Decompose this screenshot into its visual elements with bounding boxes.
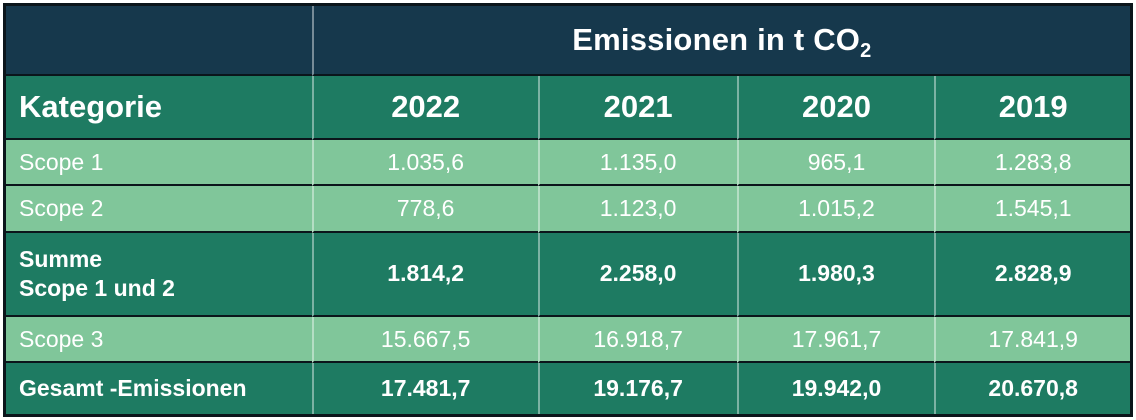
table-title-text: Emissionen in t CO bbox=[572, 22, 861, 57]
row-label-scope-2: Scope 2 bbox=[6, 186, 312, 233]
cell-gesamt-2021: 19.176,7 bbox=[537, 363, 737, 414]
column-header-2019: 2019 bbox=[934, 76, 1130, 140]
row-label-scope-1: Scope 1 bbox=[6, 140, 312, 187]
cell-scope3-2019: 17.841,9 bbox=[934, 316, 1130, 364]
table-title-row: Emissionen in t CO2 bbox=[6, 6, 1130, 76]
emissions-table: Emissionen in t CO2 Kategorie 2022 2021 … bbox=[3, 3, 1133, 417]
cell-scope2-2019: 1.545,1 bbox=[934, 186, 1130, 233]
cell-scope2-2021: 1.123,0 bbox=[537, 186, 737, 233]
cell-gesamt-2019: 20.670,8 bbox=[934, 363, 1130, 414]
table-row-scope-3: Scope 3 15.667,5 16.918,7 17.961,7 17.84… bbox=[6, 316, 1130, 364]
cell-scope1-2019: 1.283,8 bbox=[934, 140, 1130, 187]
cell-scope3-2020: 17.961,7 bbox=[736, 316, 935, 364]
table-title-subscript: 2 bbox=[860, 40, 872, 62]
year-header-row: Kategorie 2022 2021 2020 2019 bbox=[6, 76, 1130, 140]
cell-scope3-2022: 15.667,5 bbox=[311, 316, 538, 364]
cell-gesamt-2022: 17.481,7 bbox=[311, 363, 538, 414]
row-label-summe: Summe Scope 1 und 2 bbox=[6, 232, 312, 317]
cell-scope3-2021: 16.918,7 bbox=[537, 316, 737, 364]
column-header-2020: 2020 bbox=[736, 76, 935, 140]
table-row-scope-1: Scope 1 1.035,6 1.135,0 965,1 1.283,8 bbox=[6, 140, 1130, 187]
cell-gesamt-2020: 19.942,0 bbox=[736, 363, 935, 414]
column-header-2022: 2022 bbox=[311, 76, 538, 140]
cell-scope1-2022: 1.035,6 bbox=[311, 140, 538, 187]
top-left-spacer bbox=[6, 6, 312, 76]
cell-scope1-2021: 1.135,0 bbox=[537, 140, 737, 187]
row-label-gesamt: Gesamt -Emissionen bbox=[6, 363, 312, 414]
cell-scope2-2022: 778,6 bbox=[311, 186, 538, 233]
cell-summe-2021: 2.258,0 bbox=[537, 232, 737, 317]
cell-scope2-2020: 1.015,2 bbox=[736, 186, 935, 233]
table-row-scope-2: Scope 2 778,6 1.123,0 1.015,2 1.545,1 bbox=[6, 186, 1130, 233]
table-row-gesamt-emissionen: Gesamt -Emissionen 17.481,7 19.176,7 19.… bbox=[6, 363, 1130, 414]
column-header-kategorie: Kategorie bbox=[6, 76, 312, 140]
table-title: Emissionen in t CO2 bbox=[311, 6, 1130, 76]
cell-summe-2022: 1.814,2 bbox=[311, 232, 538, 317]
cell-summe-2020: 1.980,3 bbox=[736, 232, 935, 317]
table-row-summe-scope-1-und-2: Summe Scope 1 und 2 1.814,2 2.258,0 1.98… bbox=[6, 232, 1130, 317]
cell-scope1-2020: 965,1 bbox=[736, 140, 935, 187]
cell-summe-2019: 2.828,9 bbox=[934, 232, 1130, 317]
column-header-2021: 2021 bbox=[537, 76, 737, 140]
row-label-scope-3: Scope 3 bbox=[6, 316, 312, 364]
